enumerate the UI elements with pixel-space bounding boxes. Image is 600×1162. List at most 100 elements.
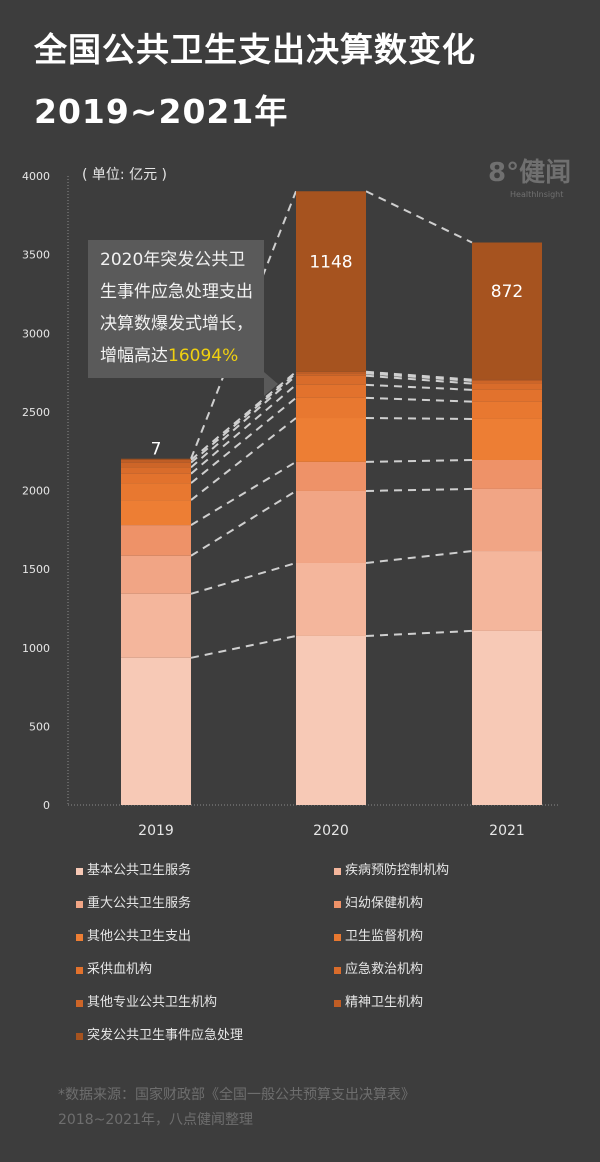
bar-segment — [296, 562, 366, 636]
connector-line — [190, 371, 297, 461]
y-tick-label: 3000 — [22, 327, 50, 340]
legend-item: 其他专业公共卫生机构 — [76, 994, 217, 1012]
bar-segment — [296, 461, 366, 491]
legend-swatch — [76, 900, 83, 908]
bar-segment — [296, 635, 366, 805]
legend-item: 其他公共卫生支出 — [76, 928, 191, 946]
legend-item: 疾病预防控制机构 — [334, 862, 449, 880]
bar-segment — [472, 630, 542, 805]
bar-segment — [472, 389, 542, 402]
legend-swatch — [334, 999, 341, 1007]
callout-pointer — [264, 372, 278, 396]
legend-label: 精神卫生机构 — [345, 995, 424, 1010]
legend-label: 妇幼保健机构 — [345, 896, 424, 911]
connector-line — [365, 550, 473, 564]
connector-line — [365, 372, 473, 382]
bar-segment — [472, 383, 542, 390]
bar-segment — [121, 483, 191, 501]
data-label: 872 — [491, 282, 523, 302]
legend-item: 突发公共卫生事件应急处理 — [76, 1027, 243, 1045]
legend-label: 重大公共卫生服务 — [87, 896, 192, 911]
connector-line — [365, 190, 473, 244]
y-tick-label: 2500 — [22, 406, 50, 419]
source-line1: *数据来源：国家财政部《全国一般公共预算支出决算表》 — [58, 1087, 415, 1103]
brand-logo: 8°健闻 HealthInsight — [488, 158, 571, 200]
y-tick-label: 3500 — [22, 249, 50, 262]
stacked-bar-chart: 0 500 1000 1500 2000 2500 3000 3500 4000 2019 2020… — [22, 170, 560, 839]
callout-text: 2020年突发公共卫生事件应急处理支出决算数爆发式增长，增幅高达 — [100, 250, 253, 366]
bar-segment — [296, 373, 366, 376]
legend-item: 重大公共卫生服务 — [76, 895, 191, 913]
bar-segment — [472, 488, 542, 552]
chart-title-line1: 全国公共卫生支出决算数变化 — [34, 30, 476, 69]
bar-segment — [472, 418, 542, 460]
legend-swatch — [76, 867, 83, 875]
logo-mark: 8°健闻 — [488, 158, 572, 188]
bar-segment — [472, 380, 542, 384]
y-tick-label: 2000 — [22, 485, 50, 498]
connector-line — [190, 461, 297, 526]
legend-label: 其他专业公共卫生机构 — [87, 995, 218, 1010]
callout-box: 2020年突发公共卫生事件应急处理支出决算数爆发式增长，增幅高达16094% — [88, 240, 264, 378]
chart-title-line2: 2019~2021年 — [34, 92, 289, 131]
y-tick-label: 4000 — [22, 170, 50, 183]
legend-label: 其他公共卫生支出 — [87, 929, 192, 944]
source-line2: 2018~2021年，八点健闻整理 — [58, 1112, 253, 1128]
y-tick-label: 1500 — [22, 563, 50, 576]
connector-line — [365, 370, 473, 381]
connector-line — [190, 397, 297, 484]
bar-segment — [296, 191, 366, 372]
data-label: 7 — [151, 440, 162, 460]
bar-segment — [121, 462, 191, 468]
connector-line — [190, 374, 297, 469]
bar-segment — [121, 467, 191, 474]
legend-label: 应急救治机构 — [345, 962, 424, 977]
bar-segment — [296, 375, 366, 385]
connector-line — [190, 634, 297, 659]
x-tick-label: 2020 — [313, 823, 349, 839]
connector-line — [190, 562, 297, 595]
bar-segment — [296, 371, 366, 374]
legend-swatch — [76, 1032, 83, 1040]
legend-label: 突发公共卫生事件应急处理 — [87, 1028, 244, 1043]
legend-label: 疾病预防控制机构 — [345, 863, 450, 878]
legend-item: 卫生监督机构 — [334, 928, 423, 946]
legend-swatch — [334, 933, 341, 941]
callout-highlight: 16094% — [168, 346, 239, 366]
connector-line — [190, 490, 297, 557]
legend-swatch — [76, 966, 83, 974]
connector-line — [365, 629, 473, 637]
bar-segment — [472, 459, 542, 489]
bar-segment — [121, 458, 191, 460]
x-tick-label: 2021 — [489, 823, 525, 839]
bar-segment — [121, 657, 191, 805]
connector-line — [365, 374, 473, 385]
bar-segment — [296, 490, 366, 563]
bar-segment — [121, 473, 191, 484]
bar-segment — [472, 242, 542, 380]
logo-subtitle: HealthInsight — [510, 190, 564, 199]
bar-segment — [472, 379, 542, 381]
legend-label: 基本公共卫生服务 — [87, 863, 192, 878]
y-tick-label: 1000 — [22, 642, 50, 655]
legend-item: 基本公共卫生服务 — [76, 862, 191, 880]
bar-segment — [121, 459, 191, 463]
connector-line — [365, 383, 473, 391]
legend-item: 妇幼保健机构 — [334, 895, 423, 913]
connector-line — [365, 458, 473, 463]
connector-line — [365, 396, 473, 403]
unit-label: ( 单位: 亿元 ) — [82, 167, 167, 183]
bar-segment — [296, 397, 366, 419]
bar-segment — [472, 401, 542, 419]
legend-swatch — [76, 933, 83, 941]
legend-item: 应急救治机构 — [334, 961, 423, 979]
y-tick-label: 0 — [43, 799, 50, 812]
x-tick-label: 2019 — [138, 823, 174, 839]
bar-segment — [296, 384, 366, 398]
bar-segment — [121, 593, 191, 658]
legend-swatch — [334, 900, 341, 908]
legend-item: 精神卫生机构 — [334, 994, 423, 1012]
connector-line — [190, 372, 297, 464]
legend-label: 采供血机构 — [87, 962, 153, 977]
connector-line — [365, 487, 473, 492]
